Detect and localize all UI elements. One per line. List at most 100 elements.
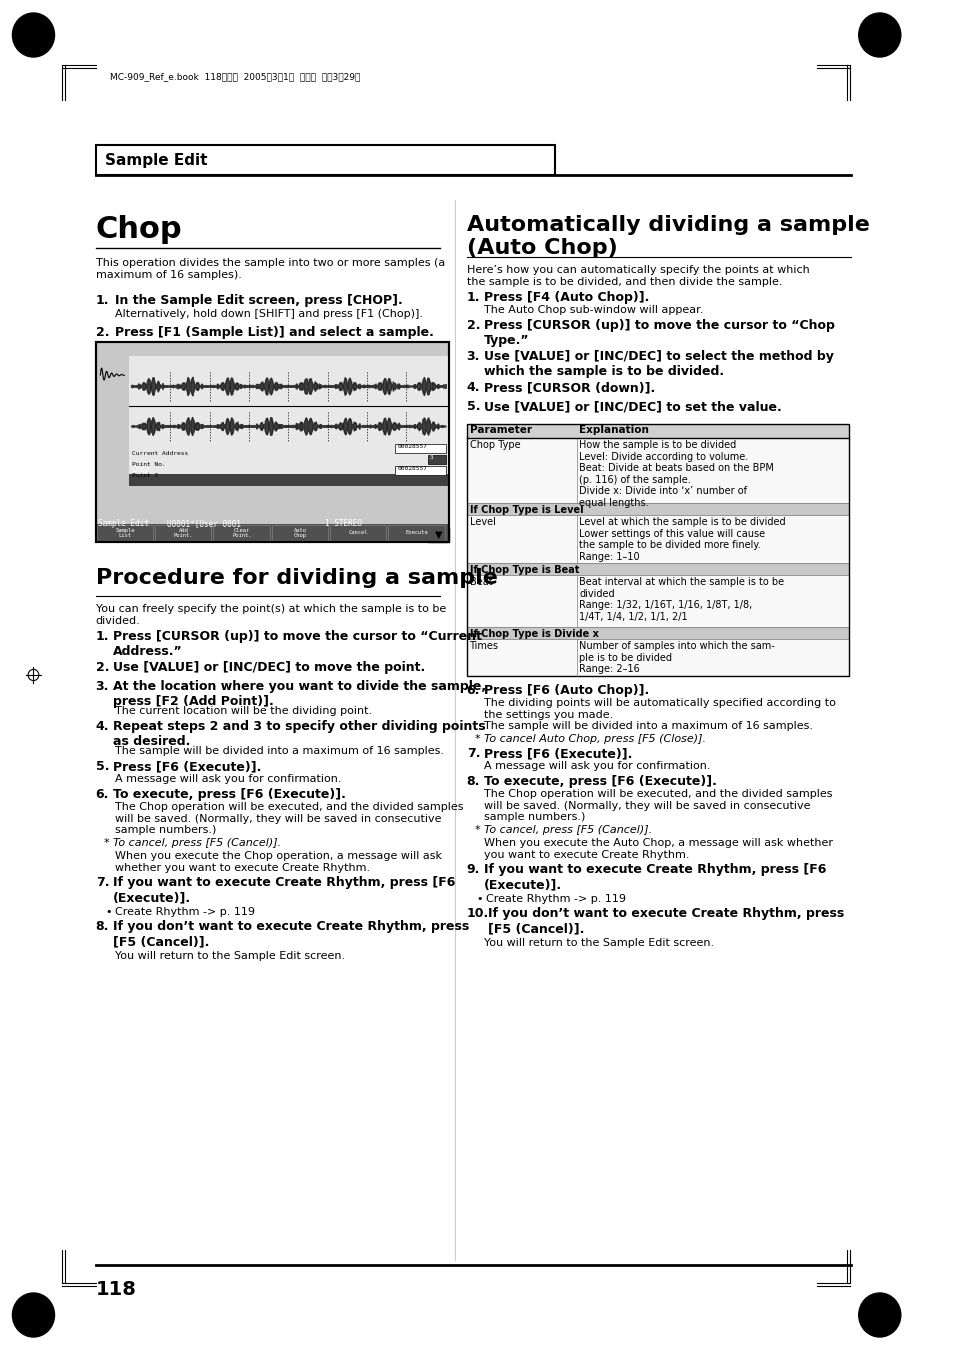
Text: Number of samples into which the sam-
ple is to be divided
Range: 2–16: Number of samples into which the sam- pl… — [578, 640, 775, 674]
Text: You will return to the Sample Edit screen.: You will return to the Sample Edit scree… — [114, 951, 345, 961]
Text: ▼: ▼ — [435, 530, 442, 540]
Bar — [395, 444, 445, 453]
FancyBboxPatch shape — [95, 145, 554, 176]
Text: The current location will be the dividing point.: The current location will be the dividin… — [114, 707, 372, 716]
Text: 8.: 8. — [95, 920, 109, 934]
Text: You will return to the Sample Edit screen.: You will return to the Sample Edit scree… — [483, 938, 713, 948]
Text: A message will ask you for confirmation.: A message will ask you for confirmation. — [114, 774, 341, 784]
Text: Procedure for dividing a sample: Procedure for dividing a sample — [95, 567, 497, 588]
Text: 6.: 6. — [95, 788, 109, 801]
Bar — [428, 455, 445, 463]
Text: 1.: 1. — [466, 290, 479, 304]
Bar — [330, 526, 386, 540]
Text: Auto
Chop: Auto Chop — [294, 528, 307, 539]
Text: Here’s how you can automatically specify the points at which
the sample is to be: Here’s how you can automatically specify… — [466, 265, 808, 286]
Text: 6.: 6. — [466, 684, 479, 697]
Text: The dividing points will be automatically specified according to
the settings yo: The dividing points will be automaticall… — [483, 698, 835, 731]
Text: The Chop operation will be executed, and the divided samples
will be saved. (Nor: The Chop operation will be executed, and… — [483, 789, 832, 823]
Text: When you execute the Chop operation, a message will ask
whether you want to exec: When you execute the Chop operation, a m… — [114, 851, 441, 873]
Text: 3.: 3. — [466, 350, 479, 363]
Text: Use [VALUE] or [INC/DEC] to move the point.: Use [VALUE] or [INC/DEC] to move the poi… — [112, 661, 425, 674]
Text: Use [VALUE] or [INC/DEC] to select the method by
which the sample is to be divid: Use [VALUE] or [INC/DEC] to select the m… — [483, 350, 833, 378]
Text: Sample
List: Sample List — [115, 528, 135, 539]
Bar — [388, 526, 444, 540]
Text: •: • — [105, 907, 112, 917]
Circle shape — [858, 1293, 900, 1337]
Text: 4.: 4. — [466, 381, 479, 394]
Text: Chop: Chop — [132, 465, 151, 474]
Text: Press [F1 (Sample List)] and select a sample.: Press [F1 (Sample List)] and select a sa… — [114, 326, 434, 339]
Text: Chop: Chop — [95, 215, 182, 245]
Text: Use [VALUE] or [INC/DEC] to set the value.: Use [VALUE] or [INC/DEC] to set the valu… — [483, 400, 781, 413]
Text: Automatically dividing a sample
(Auto Chop): Automatically dividing a sample (Auto Ch… — [466, 215, 868, 258]
Bar — [95, 342, 449, 542]
Bar — [395, 466, 445, 476]
Bar — [154, 526, 212, 540]
Text: 2.: 2. — [95, 661, 109, 674]
Text: 7.: 7. — [95, 875, 109, 889]
Text: To execute, press [F6 (Execute)].: To execute, press [F6 (Execute)]. — [112, 788, 345, 801]
Text: Chop Type: Chop Type — [469, 440, 519, 450]
Text: 5.: 5. — [466, 400, 479, 413]
Text: *: * — [103, 838, 109, 848]
Text: Sample Edit: Sample Edit — [105, 153, 208, 168]
Text: In the Sample Edit screen, press [CHOP].: In the Sample Edit screen, press [CHOP]. — [114, 295, 402, 307]
Text: Level at which the sample is to be divided
Lower settings of this value will cau: Level at which the sample is to be divid… — [578, 517, 785, 562]
Text: The Auto Chop sub-window will appear.: The Auto Chop sub-window will appear. — [483, 305, 702, 315]
Text: 1.: 1. — [95, 630, 109, 643]
Bar — [129, 357, 447, 474]
Bar — [466, 627, 848, 639]
Text: 2.: 2. — [466, 319, 479, 332]
Circle shape — [858, 14, 900, 57]
Bar — [466, 424, 848, 676]
Text: 3: 3 — [429, 455, 433, 459]
Text: Beat: Beat — [469, 577, 492, 586]
Bar — [466, 438, 848, 503]
Text: Explanation: Explanation — [578, 426, 649, 435]
Text: 2.: 2. — [95, 326, 109, 339]
Text: MC-909_Ref_e.book  118ページ  2005年3月1日  火曜日  午後3時29分: MC-909_Ref_e.book 118ページ 2005年3月1日 火曜日 午… — [110, 72, 360, 81]
Text: Level: Level — [469, 517, 495, 527]
Text: Press [CURSOR (down)].: Press [CURSOR (down)]. — [483, 381, 655, 394]
Text: Press [CURSOR (up)] to move the cursor to “Current
Address.”: Press [CURSOR (up)] to move the cursor t… — [112, 630, 481, 658]
Text: If Chop Type is Level: If Chop Type is Level — [469, 505, 582, 515]
Text: A message will ask you for confirmation.: A message will ask you for confirmation. — [483, 761, 710, 771]
Text: 1.: 1. — [95, 295, 109, 307]
Text: The sample will be divided into a maximum of 16 samples.: The sample will be divided into a maximu… — [114, 746, 443, 757]
Text: If Chop Type is Beat: If Chop Type is Beat — [469, 565, 578, 576]
Text: Press [F6 (Execute)].: Press [F6 (Execute)]. — [483, 747, 632, 761]
Text: The Chop operation will be executed, and the divided samples
will be saved. (Nor: The Chop operation will be executed, and… — [114, 802, 463, 835]
Text: You can freely specify the point(s) at which the sample is to be
divided.: You can freely specify the point(s) at w… — [95, 604, 445, 626]
Bar — [129, 474, 447, 486]
Text: If you don’t want to execute Create Rhythm, press
[F5 (Cancel)].: If you don’t want to execute Create Rhyt… — [487, 907, 843, 935]
Bar — [95, 528, 449, 542]
Text: Create Rhythm -> p. 119: Create Rhythm -> p. 119 — [485, 894, 625, 904]
Text: Point 3: Point 3 — [132, 473, 158, 478]
Bar — [95, 342, 449, 542]
Text: When you execute the Auto Chop, a message will ask whether
you want to execute C: When you execute the Auto Chop, a messag… — [483, 838, 832, 859]
Bar — [428, 528, 449, 542]
Circle shape — [12, 1293, 54, 1337]
Bar — [272, 526, 328, 540]
Text: 8.: 8. — [466, 775, 479, 788]
Text: Times: Times — [469, 640, 498, 651]
Text: 7.: 7. — [466, 747, 479, 761]
Bar — [95, 524, 449, 542]
Text: Press [F4 (Auto Chop)].: Press [F4 (Auto Chop)]. — [483, 290, 649, 304]
Text: Point No.: Point No. — [132, 462, 166, 467]
Bar — [466, 639, 848, 676]
Text: U0001*[User 0001: U0001*[User 0001 — [167, 519, 241, 528]
Bar — [466, 576, 848, 627]
Text: How the sample is to be divided
Level: Divide according to volume.
Beat: Divide : How the sample is to be divided Level: D… — [578, 440, 774, 508]
Text: This operation divides the sample into two or more samples (a
maximum of 16 samp: This operation divides the sample into t… — [95, 258, 444, 280]
Text: If you want to execute Create Rhythm, press [F6
(Execute)].: If you want to execute Create Rhythm, pr… — [483, 863, 825, 892]
Text: Press [F6 (Auto Chop)].: Press [F6 (Auto Chop)]. — [483, 684, 648, 697]
Text: Press [F6 (Execute)].: Press [F6 (Execute)]. — [112, 761, 261, 773]
Text: 00028557: 00028557 — [397, 466, 427, 471]
Text: To cancel, press [F5 (Cancel)].: To cancel, press [F5 (Cancel)]. — [483, 825, 651, 835]
Bar — [96, 526, 152, 540]
Text: •: • — [476, 894, 482, 904]
Text: 9.: 9. — [466, 863, 479, 875]
Text: 10.: 10. — [466, 907, 488, 920]
Text: Alternatively, hold down [SHIFT] and press [F1 (Chop)].: Alternatively, hold down [SHIFT] and pre… — [114, 309, 422, 319]
